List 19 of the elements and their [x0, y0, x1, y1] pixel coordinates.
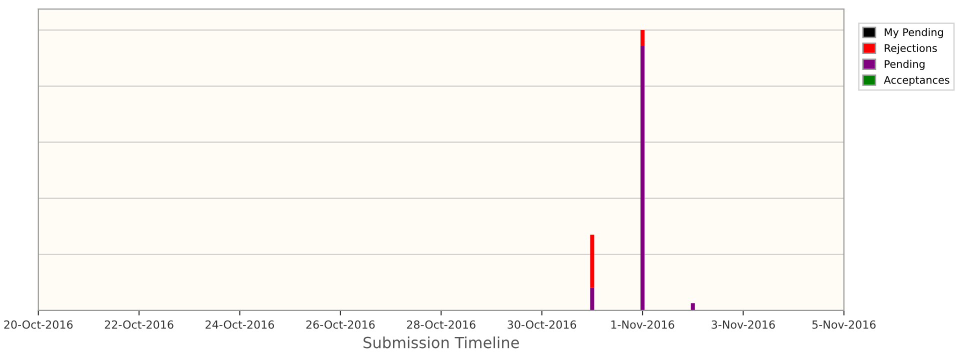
x-tick-label: 1-Nov-2016 [611, 320, 674, 329]
x-tick-label: 30-Oct-2016 [508, 320, 576, 329]
x-tick-label: 22-Oct-2016 [104, 320, 174, 329]
legend-label: Acceptances [884, 76, 950, 86]
bar [590, 288, 594, 310]
bar [640, 30, 645, 46]
x-tick-label: 3-Nov-2016 [712, 320, 775, 329]
x-axis-title: Submission Timeline [364, 336, 519, 348]
bar [690, 303, 695, 310]
x-tick-label: 24-Oct-2016 [206, 320, 274, 329]
x-tick-label: 20-Oct-2016 [4, 320, 73, 329]
x-tick-label: 5-Nov-2016 [812, 320, 876, 329]
x-tick-label: 28-Oct-2016 [406, 320, 476, 329]
bar [590, 234, 594, 288]
legend-label: Rejections [884, 44, 937, 54]
bar [640, 46, 645, 310]
legend-label: Pending [884, 60, 924, 70]
legend-label: My Pending [884, 28, 943, 38]
x-tick-label: 26-Oct-2016 [306, 320, 375, 329]
